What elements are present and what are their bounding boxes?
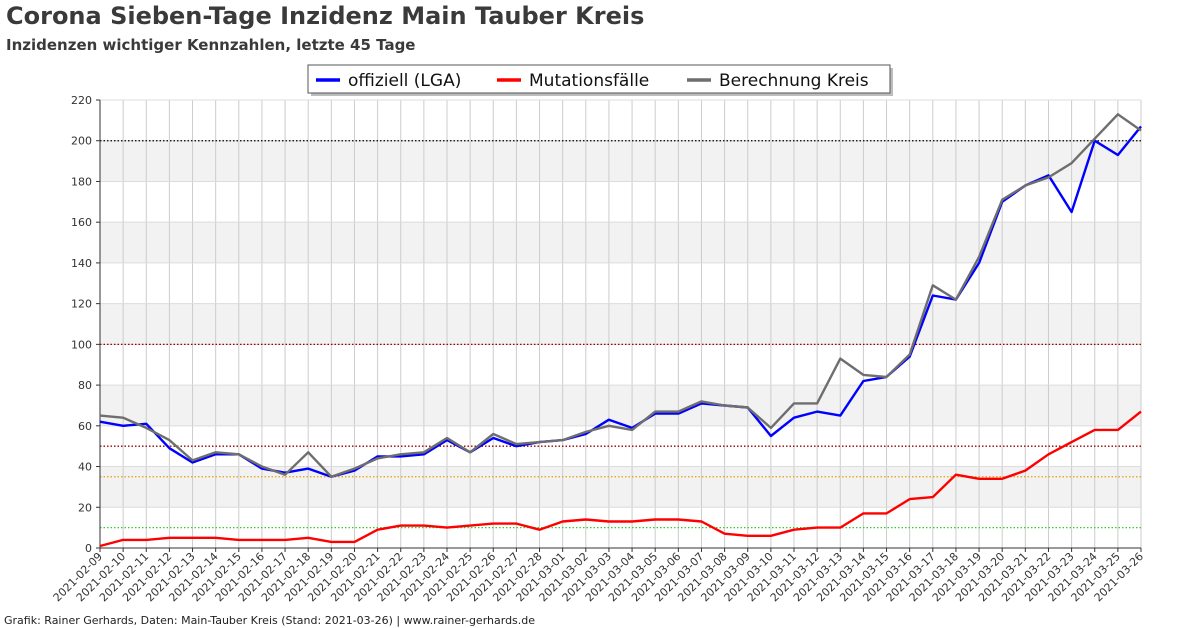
y-tick-label: 100 bbox=[71, 338, 92, 351]
y-tick-label: 180 bbox=[71, 175, 92, 188]
y-tick-label: 160 bbox=[71, 216, 92, 229]
background-band bbox=[100, 303, 1141, 345]
y-tick-label: 120 bbox=[71, 298, 92, 311]
legend-label: Mutationsfälle bbox=[529, 71, 649, 91]
vertical-gridlines bbox=[99, 100, 1142, 548]
y-tick-label: 20 bbox=[78, 501, 92, 514]
y-tick-label: 140 bbox=[71, 257, 92, 270]
horizontal-gridlines bbox=[100, 99, 1141, 549]
y-tick-label: 80 bbox=[78, 379, 92, 392]
y-tick-label: 200 bbox=[71, 135, 92, 148]
legend-label: Berechnung Kreis bbox=[719, 71, 869, 91]
y-tick-label: 60 bbox=[78, 420, 92, 433]
y-axis-ticks: 0 20 40 60 80 100 120 140 160 180 200 220 bbox=[71, 94, 100, 555]
background-band bbox=[100, 466, 1141, 508]
chart-title: Corona Sieben-Tage Inzidenz Main Tauber … bbox=[6, 2, 645, 30]
background-bands bbox=[100, 140, 1141, 508]
legend-box bbox=[307, 64, 891, 94]
y-tick-label: 0 bbox=[85, 542, 92, 555]
chart-footer-credit: Grafik: Rainer Gerhards, Daten: Main-Tau… bbox=[4, 614, 536, 627]
chart-subtitle: Inzidenzen wichtiger Kennzahlen, letzte … bbox=[6, 36, 416, 54]
background-band bbox=[100, 385, 1141, 426]
series-line bbox=[99, 410, 1142, 548]
series-line bbox=[99, 113, 1142, 478]
y-tick-label: 40 bbox=[78, 461, 92, 474]
axes bbox=[99, 100, 1141, 549]
background-band bbox=[100, 140, 1141, 182]
series-lines bbox=[99, 113, 1142, 548]
legend-label: offiziell (LGA) bbox=[348, 71, 461, 91]
x-axis-ticks: 2021-02-092021-02-102021-02-112021-02-12… bbox=[51, 548, 1146, 604]
background-band bbox=[100, 222, 1141, 263]
y-tick-label: 220 bbox=[71, 94, 92, 107]
legend: offiziell (LGA) Mutationsfälle Berechnung … bbox=[307, 64, 893, 96]
